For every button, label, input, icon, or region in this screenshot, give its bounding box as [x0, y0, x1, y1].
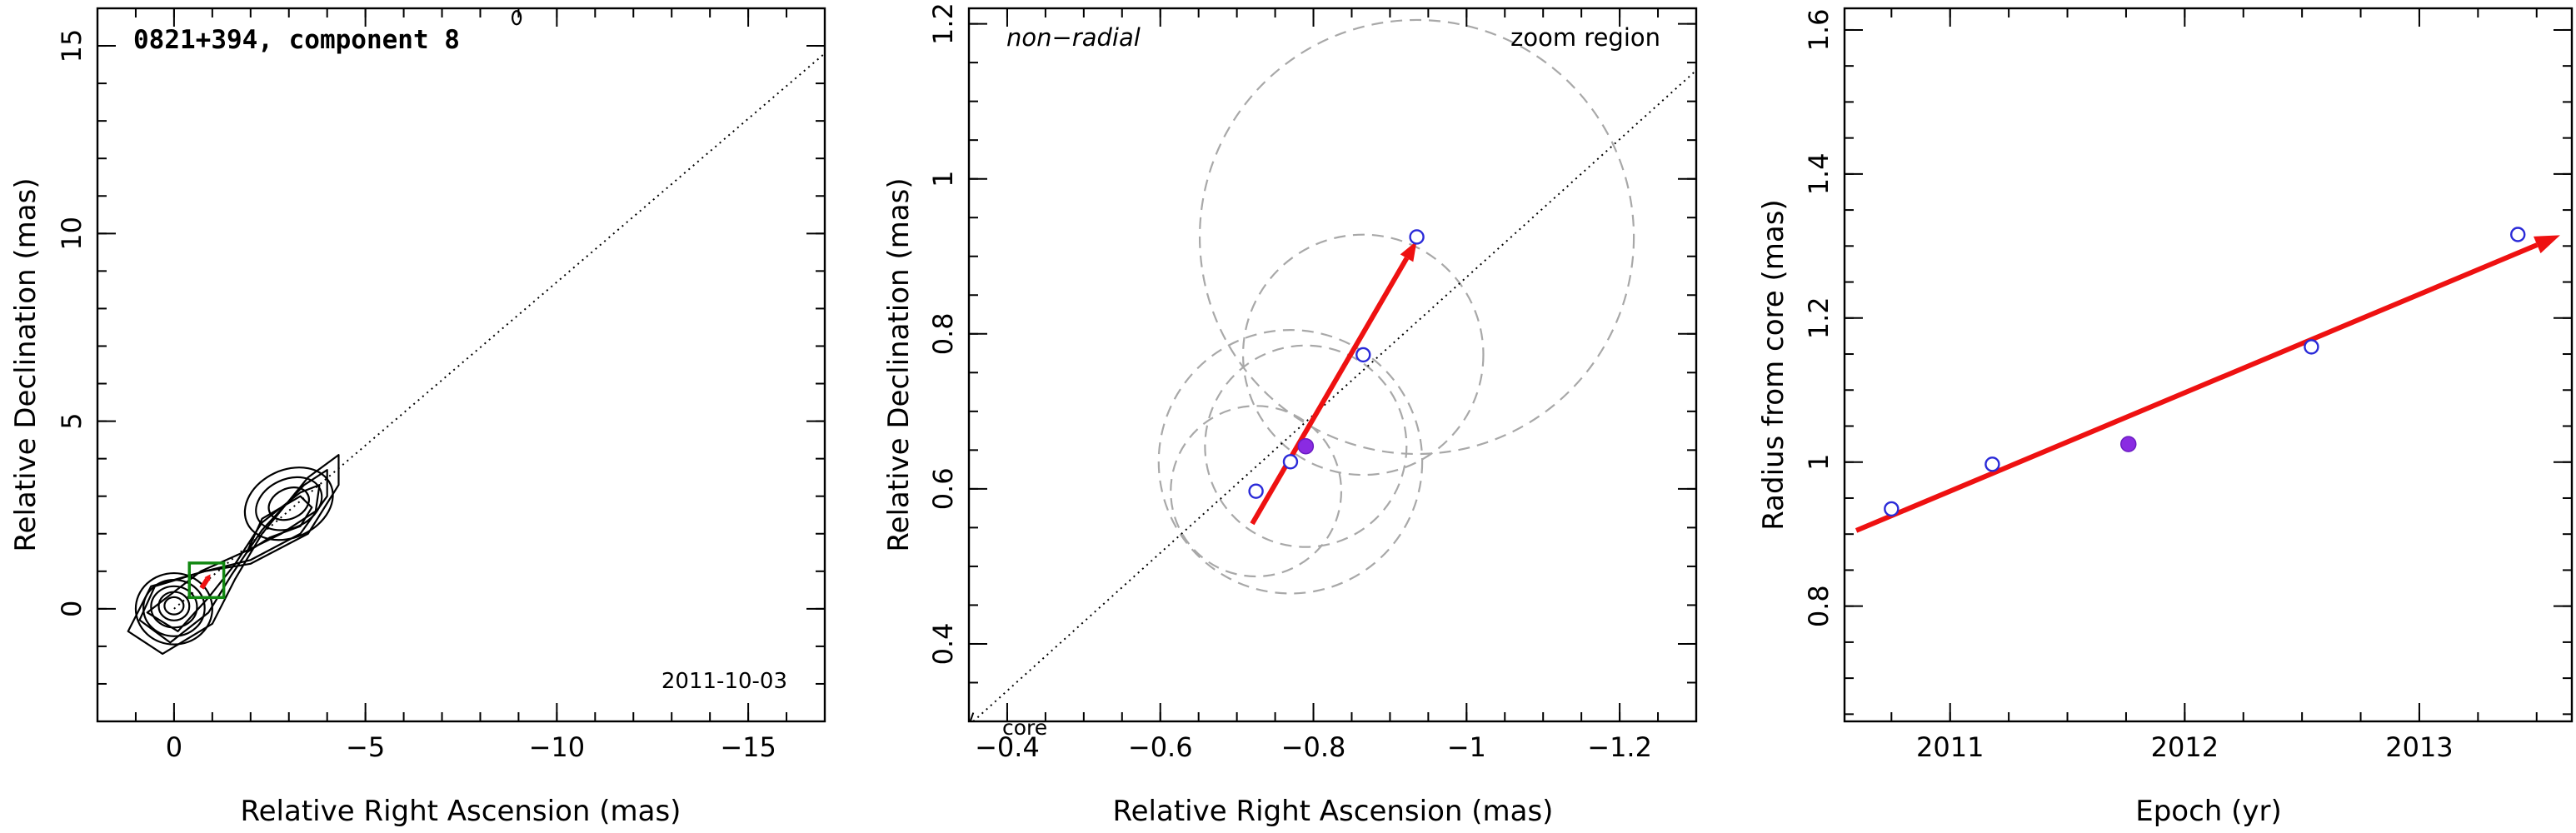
- panel2-x-tick-label: −0.4: [975, 731, 1040, 763]
- panel2-x-axis-label: Relative Right Ascension (mas): [1113, 795, 1554, 828]
- panel3-y-axis-label: Radius from core (mas): [1757, 199, 1790, 530]
- filled-data-point: [1297, 437, 1315, 455]
- core-direction-line: [971, 69, 1696, 721]
- panel2-y-tick-label: 0.8: [927, 312, 959, 355]
- panel-radius-vs-epoch: 2011 2012 2013 0.8 1 1.2 1.4 1.6 Epoch (yr) Rad…: [1757, 7, 2574, 828]
- contour-knot: [243, 466, 334, 541]
- data-point: [2304, 339, 2319, 355]
- motion-vector-shaft: [1250, 257, 1410, 526]
- panel1-x-tick-label: −10: [529, 731, 586, 763]
- panel3-y-tick-label: 1: [1803, 454, 1835, 471]
- panel2-nonradial-label: non−radial: [1006, 23, 1141, 52]
- component-size-circle: [1204, 344, 1408, 548]
- panel-contour-map: 0 −5 −10 −15 0 5 10 15 0821+394, component 8 20…: [9, 7, 826, 828]
- contour-artifact: [512, 10, 522, 26]
- data-point: [1984, 456, 2000, 472]
- contour-core: [157, 591, 191, 621]
- filled-data-point: [2120, 436, 2137, 452]
- panel2-core-label: core: [1002, 716, 1047, 740]
- mini-motion-vector-head: [204, 574, 211, 581]
- data-point: [1282, 454, 1299, 470]
- motion-vector-head: [1400, 241, 1417, 262]
- data-point: [1409, 229, 1425, 245]
- contour-jet: [146, 484, 321, 632]
- panel3-y-tick-label: 1.4: [1803, 152, 1835, 195]
- mini-motion-vector-shaft: [199, 577, 210, 590]
- panel1-x-tick-label: 0: [166, 731, 182, 763]
- panel3-x-tick-label: 2011: [1916, 731, 1984, 763]
- data-point: [1884, 501, 1900, 517]
- panel2-y-tick-label: 1: [927, 171, 959, 187]
- contour-core: [163, 596, 185, 616]
- panel1-date-label: 2011-10-03: [661, 669, 787, 694]
- panel1-y-tick-label: 10: [56, 217, 87, 251]
- panel3-layers: 2011 2012 2013 0.8 1 1.2 1.4 1.6: [1803, 8, 2572, 763]
- contour-knot: [267, 486, 310, 521]
- contour-jet: [138, 469, 328, 644]
- panel1-y-axis-label: Relative Declination (mas): [9, 177, 42, 551]
- data-point: [1355, 347, 1371, 363]
- panel1-y-tick-label: 0: [56, 601, 87, 617]
- panel1-x-tick-label: −15: [720, 731, 776, 763]
- panel2-x-tick-label: −0.8: [1281, 731, 1346, 763]
- component-size-circle: [1198, 18, 1635, 456]
- panel1-y-tick-label: 5: [56, 412, 87, 429]
- panel2-x-tick-label: −1: [1447, 731, 1486, 763]
- core-arrowhead: [969, 712, 982, 721]
- panel2-frame: [967, 7, 1698, 723]
- panel2-plot-area: [969, 18, 1696, 721]
- panel1-y-tick-label: 15: [56, 29, 87, 63]
- panel1-frame: [96, 7, 826, 723]
- panel3-x-tick-label: 2012: [2151, 731, 2219, 763]
- panel3-y-tick-label: 1.2: [1803, 297, 1835, 339]
- panel3-y-tick-label: 0.8: [1803, 585, 1835, 627]
- contour-core: [150, 585, 198, 629]
- panel2-y-tick-label: 0.4: [927, 623, 959, 666]
- data-point: [1248, 483, 1264, 499]
- panel3-y-tick-label: 1.6: [1803, 8, 1835, 51]
- data-point: [2510, 227, 2526, 242]
- panel2-y-tick-label: 0.6: [927, 467, 959, 510]
- component-size-circle: [1170, 405, 1343, 578]
- zoom-region-box: [187, 561, 226, 600]
- panel3-x-axis-label: Epoch (yr): [2135, 795, 2282, 828]
- contour-jet: [246, 495, 313, 554]
- panel1-x-tick-label: −5: [346, 731, 385, 763]
- panel2-zoom-region-label: zoom region: [1510, 23, 1660, 52]
- panel-zoom-region: −0.4 −0.6 −0.8 −1 −1.2 0.4 0.6 0.8 1 1.2 non−radi…: [882, 2, 1698, 828]
- panel1-plot-area: [127, 10, 825, 656]
- contour-core: [134, 571, 213, 646]
- contour-knot: [255, 476, 323, 531]
- direction-line: [173, 52, 825, 610]
- panel1-layers: 0 −5 −10 −15 0 5 10 15: [56, 7, 826, 763]
- component-size-circle: [1157, 329, 1424, 595]
- panel3-frame: [1843, 7, 2574, 723]
- panel2-x-tick-label: −0.6: [1128, 731, 1193, 763]
- fit-line-shaft: [1855, 242, 2539, 533]
- panel2-y-tick-label: 1.2: [927, 2, 959, 45]
- panel2-x-tick-label: −1.2: [1587, 731, 1652, 763]
- component-size-circle: [1241, 233, 1485, 476]
- panel1-title: 0821+394, component 8: [133, 25, 460, 55]
- panel2-y-axis-label: Relative Declination (mas): [882, 177, 916, 551]
- panel3-x-tick-label: 2013: [2385, 731, 2453, 763]
- fit-line-head: [2533, 235, 2560, 254]
- panel1-x-axis-label: Relative Right Ascension (mas): [241, 795, 681, 828]
- panel2-layers: −0.4 −0.6 −0.8 −1 −1.2 0.4 0.6 0.8 1 1.2: [927, 2, 1697, 763]
